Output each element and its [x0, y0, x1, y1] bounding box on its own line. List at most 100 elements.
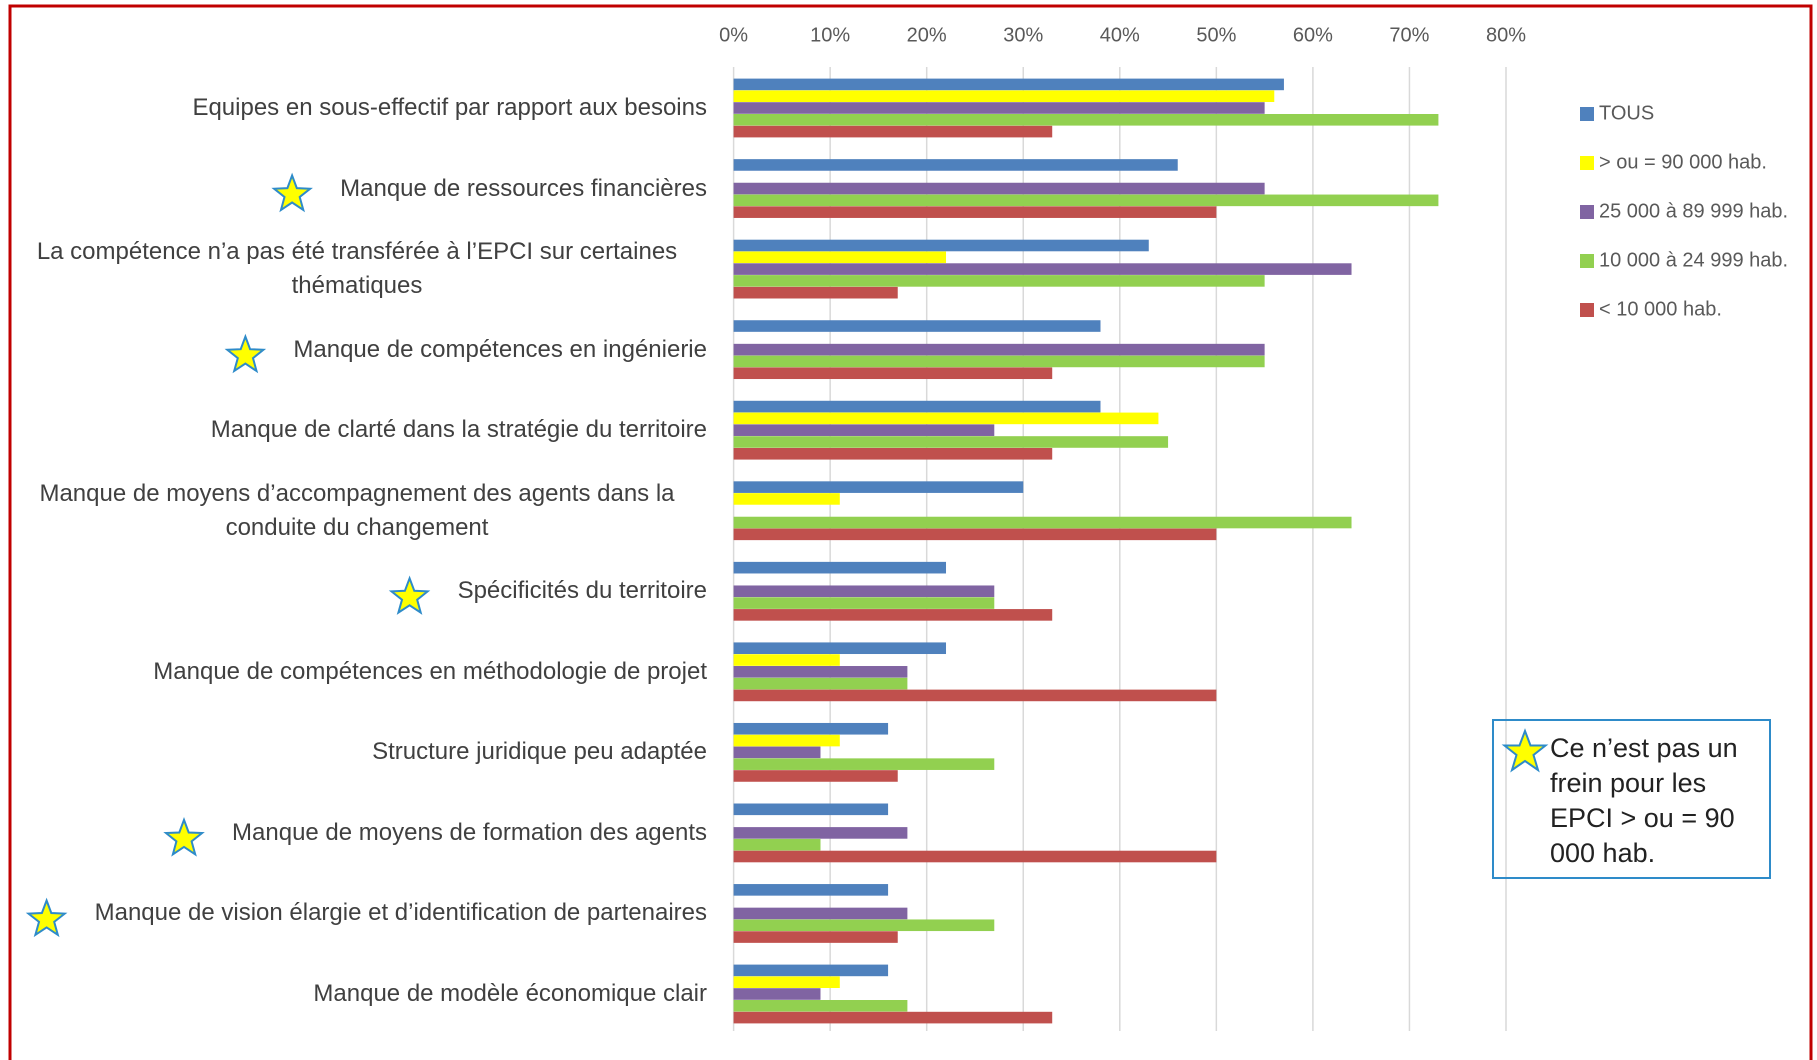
y-tick-label: Manque de clarté dans la stratégie du te…	[211, 413, 707, 447]
bar	[733, 746, 821, 759]
category-text: Manque de modèle économique clair	[313, 980, 707, 1007]
y-tick-label: Manque de moyens de formation des agents	[232, 816, 707, 850]
bar	[733, 884, 889, 896]
bar	[733, 642, 947, 655]
bar	[733, 320, 1101, 332]
bar	[733, 493, 840, 505]
bar	[733, 275, 1265, 287]
bar	[733, 803, 889, 816]
star-icon	[388, 575, 431, 615]
annotation-text: Ce n’est pas un frein pour les EPCI > ou…	[1550, 733, 1738, 868]
legend-swatch	[1580, 156, 1594, 170]
x-tick-label: 70%	[1389, 24, 1429, 46]
y-tick-label: Equipes en sous-effectif par rapport aux…	[192, 91, 707, 125]
x-tick-label: 30%	[1003, 24, 1043, 46]
bar	[733, 654, 840, 666]
bar	[733, 90, 1275, 102]
x-tick-label: 40%	[1100, 24, 1140, 46]
x-tick-label: 80%	[1486, 24, 1526, 46]
x-tick-label: 50%	[1196, 24, 1236, 46]
bar	[733, 1000, 908, 1012]
star-icon	[163, 817, 205, 857]
bar	[733, 689, 1217, 702]
y-tick-label: Manque de vision élargie et d’identifica…	[95, 896, 707, 930]
legend-swatch	[1580, 205, 1594, 219]
bar	[733, 355, 1265, 368]
y-tick-label: Manque de ressources financières	[340, 172, 707, 206]
bar	[733, 677, 908, 690]
bar	[733, 585, 995, 598]
y-tick-label: Structure juridique peu adaptée	[372, 735, 707, 769]
bar	[733, 516, 1352, 529]
legend-label: TOUS	[1599, 102, 1654, 124]
x-tick-label: 20%	[907, 24, 947, 46]
category-text: Manque de compétences en méthodologie de…	[153, 657, 707, 685]
category-text: Equipes en sous-effectif par rapport aux…	[192, 94, 707, 121]
bar	[733, 734, 840, 747]
category-text: Manque de ressources financières	[340, 174, 707, 202]
y-tick-label: Manque de compétences en ingénierie	[293, 333, 707, 367]
star-icon	[1501, 728, 1549, 773]
bar	[733, 447, 1053, 460]
bar	[733, 561, 947, 574]
bar	[733, 827, 908, 839]
bar	[733, 1011, 1053, 1024]
frame	[8, 4, 1813, 1060]
star-icon	[224, 333, 267, 374]
annotation-box: Ce n’est pas un frein pour les EPCI > ou…	[1492, 719, 1771, 879]
star-icon	[25, 897, 68, 938]
bar	[733, 114, 1439, 126]
y-tick-label: Manque de moyens d’accompagnement des ag…	[7, 477, 707, 545]
bar	[733, 758, 995, 770]
x-tick-label: 10%	[810, 24, 850, 46]
star-icon	[271, 172, 313, 213]
bar	[733, 239, 1149, 252]
bar	[733, 125, 1053, 138]
bar	[733, 206, 1217, 218]
bar	[733, 102, 1265, 114]
y-tick-label: Manque de compétences en méthodologie de…	[153, 655, 707, 689]
bar	[733, 964, 889, 977]
category-text: Manque de moyens d’accompagnement des ag…	[39, 479, 675, 541]
bar	[733, 931, 898, 943]
bar	[733, 78, 1284, 91]
bar	[733, 436, 1169, 448]
legend-label: > ou = 90 000 hab.	[1599, 151, 1767, 173]
bar	[733, 919, 995, 932]
legend-swatch	[1580, 107, 1594, 121]
category-text: Manque de clarté dans la stratégie du te…	[210, 416, 707, 444]
bar	[733, 182, 1265, 195]
bar	[733, 343, 1265, 356]
bar	[733, 722, 889, 735]
bar	[733, 400, 1101, 413]
legend-label: 10 000 à 24 999 hab.	[1599, 249, 1788, 271]
legend-swatch	[1580, 254, 1594, 268]
bar	[733, 907, 908, 920]
bar	[733, 159, 1178, 171]
bar	[733, 850, 1217, 863]
bar	[733, 263, 1352, 275]
bar	[733, 286, 898, 299]
bar	[733, 194, 1439, 207]
x-tick-label: 60%	[1293, 24, 1333, 46]
bar	[733, 424, 995, 436]
category-text: La compétence n’a pas été transférée à l…	[36, 238, 678, 300]
category-text: Manque de moyens de formation des agents	[232, 818, 707, 846]
bar	[733, 528, 1217, 541]
y-tick-label: Manque de modèle économique clair	[313, 977, 707, 1011]
category-text: Spécificités du territoire	[457, 577, 707, 605]
bar	[733, 481, 1024, 493]
bar	[733, 367, 1053, 380]
category-text: Manque de vision élargie et d’identifica…	[94, 899, 707, 927]
bar	[733, 597, 995, 609]
y-tick-label: Spécificités du territoire	[458, 574, 707, 608]
bar	[733, 251, 947, 264]
bar	[733, 770, 898, 782]
bar	[733, 988, 821, 1000]
bar	[733, 838, 821, 851]
bar	[733, 609, 1053, 621]
bar	[733, 412, 1159, 425]
x-tick-label: 0%	[719, 24, 748, 46]
